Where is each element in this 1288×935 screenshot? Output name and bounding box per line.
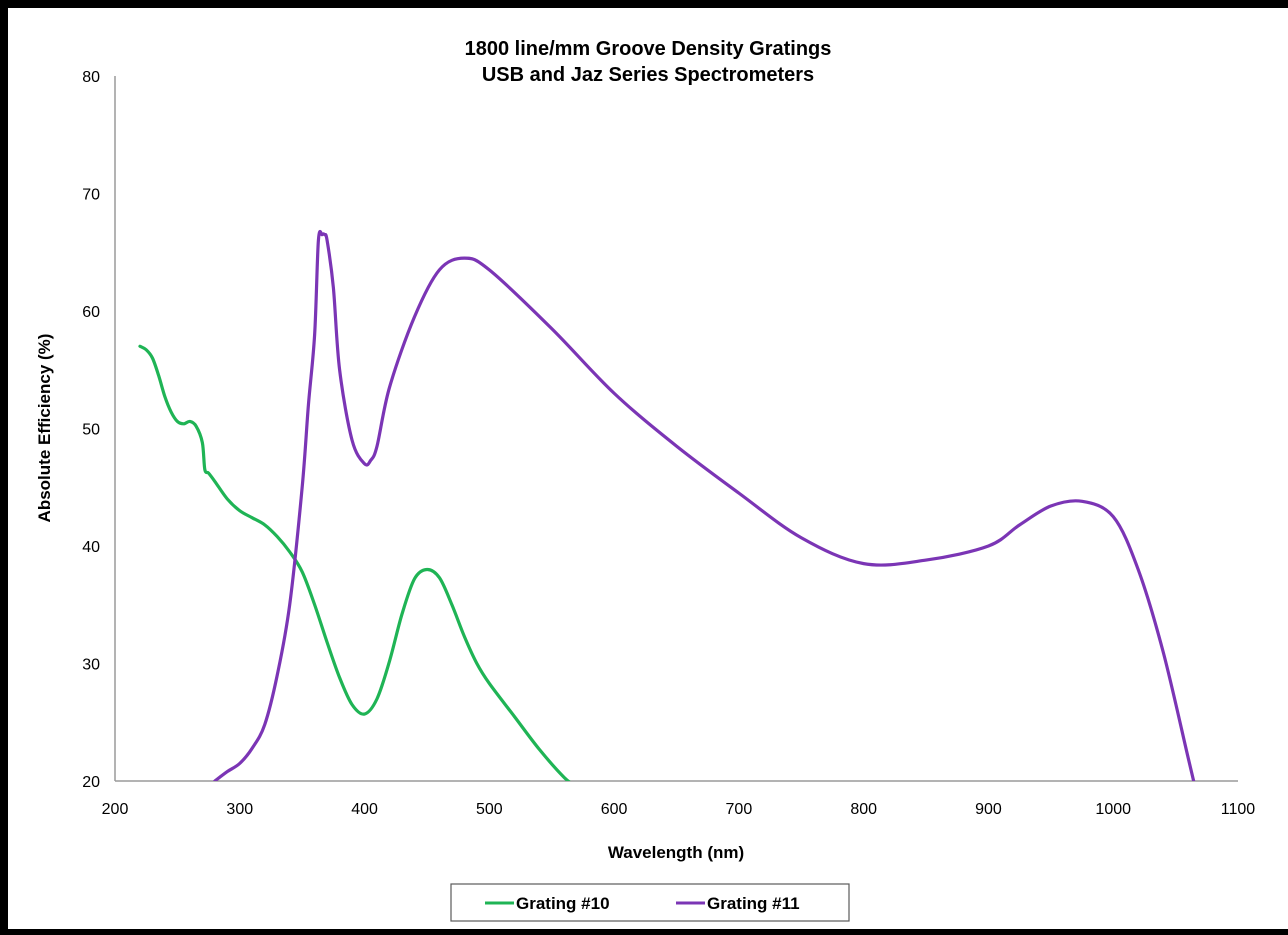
- y-axis-title: Absolute Efficiency (%): [35, 334, 54, 523]
- x-tick-label-900: 900: [975, 801, 1002, 818]
- x-tick-label-1000: 1000: [1095, 801, 1131, 818]
- y-tick-label-30: 30: [82, 657, 100, 674]
- x-tick-label-300: 300: [226, 801, 253, 818]
- x-axis-title: Wavelength (nm): [608, 843, 744, 862]
- legend: Grating #10 Grating #11: [450, 883, 850, 922]
- x-tick-label-200: 200: [102, 801, 129, 818]
- y-tick-label-60: 60: [82, 304, 100, 321]
- y-tick-label-40: 40: [82, 539, 100, 556]
- chart-subtitle: USB and Jaz Series Spectrometers: [482, 64, 814, 86]
- legend-label-grating-11: Grating #11: [707, 894, 800, 913]
- legend-box: [450, 883, 850, 922]
- x-tick-label-700: 700: [726, 801, 753, 818]
- y-tick-labels: 20 30 40 50 60 70 80: [82, 69, 100, 791]
- x-tick-label-800: 800: [850, 801, 877, 818]
- axes: [114, 76, 1238, 782]
- x-tick-label-600: 600: [601, 801, 628, 818]
- y-tick-label-20: 20: [82, 774, 100, 791]
- legend-label-grating-10: Grating #10: [516, 894, 610, 913]
- series-lines: [138, 229, 1196, 781]
- series-line-grating-10: [138, 344, 571, 781]
- x-tick-label-400: 400: [351, 801, 378, 818]
- x-tick-label-500: 500: [476, 801, 503, 818]
- x-tick-label-1100: 1100: [1221, 801, 1256, 818]
- y-tick-label-50: 50: [82, 422, 100, 439]
- chart-title: 1800 line/mm Groove Density Gratings: [465, 38, 832, 60]
- series-line-grating-11: [213, 229, 1196, 781]
- y-tick-label-80: 80: [82, 69, 100, 86]
- x-tick-labels: 200 300 400 500 600 700 800 900 1000 1100: [102, 801, 1256, 818]
- y-tick-label-70: 70: [82, 187, 100, 204]
